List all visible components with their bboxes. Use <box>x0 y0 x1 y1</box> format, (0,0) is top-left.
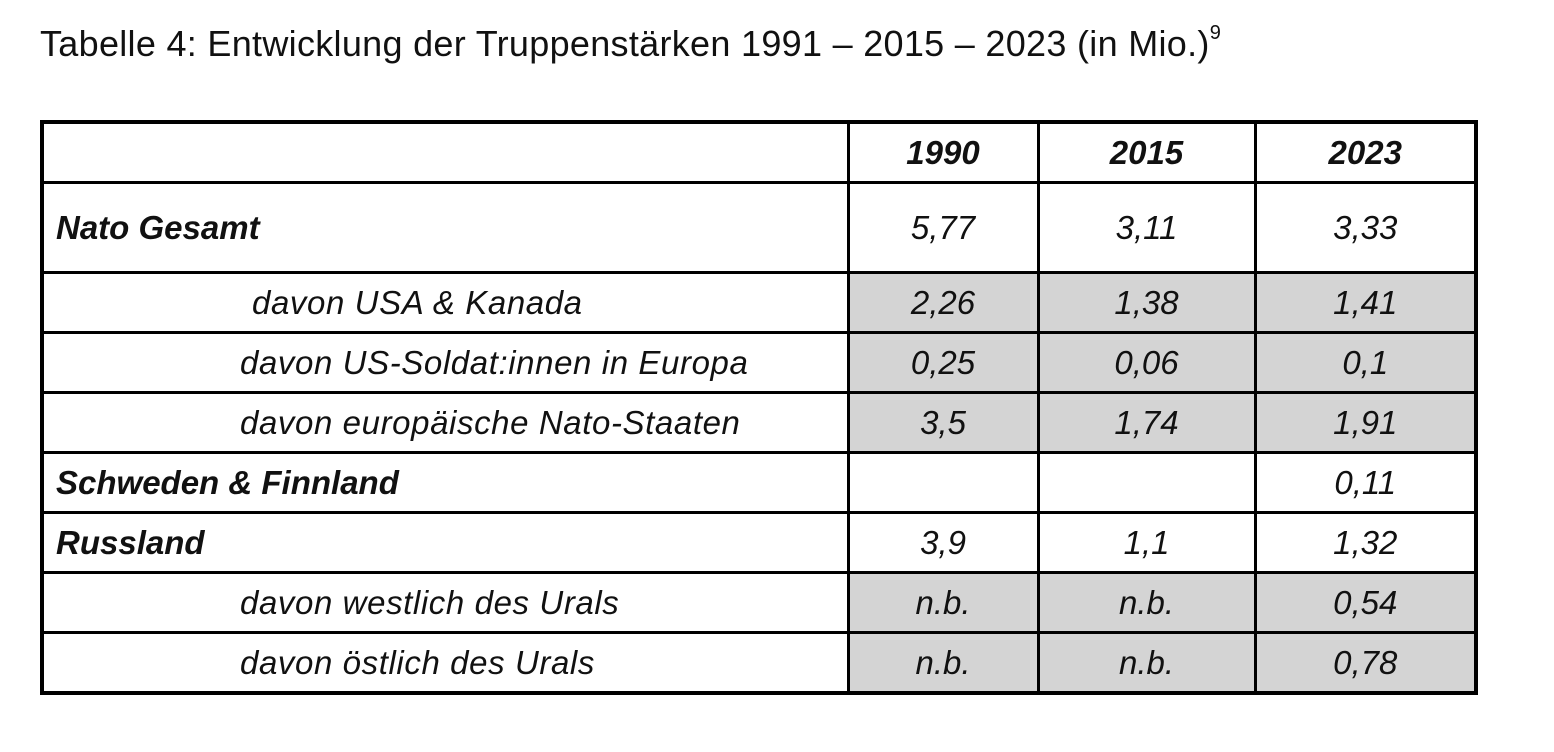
table-row-europaeische-nato-staaten: davon europäische Nato-Staaten 3,5 1,74 … <box>40 391 1478 454</box>
cell-2015 <box>1036 451 1257 514</box>
cell-2015: n.b. <box>1036 571 1257 634</box>
cell-1990: n.b. <box>846 571 1040 634</box>
cell-1990: 0,25 <box>846 331 1040 394</box>
footnote-marker: 9 <box>1209 22 1222 44</box>
troop-strength-table: 1990 2015 2023 Nato Gesamt 5,77 3,11 3,3… <box>40 120 1478 695</box>
cell-1990: 3,9 <box>846 511 1040 574</box>
table-row-westlich-urals: davon westlich des Urals n.b. n.b. 0,54 <box>40 571 1478 634</box>
table-header-row: 1990 2015 2023 <box>40 120 1478 184</box>
cell-2015: 0,06 <box>1036 331 1257 394</box>
cell-2015: n.b. <box>1036 631 1257 695</box>
cell-2023: 1,32 <box>1253 511 1478 574</box>
cell-1990 <box>846 451 1040 514</box>
cell-1990: n.b. <box>846 631 1040 695</box>
caption-text: Tabelle 4: Entwicklung der Truppenstärke… <box>40 23 1210 64</box>
cell-2015: 1,38 <box>1036 271 1257 334</box>
cell-2015: 1,1 <box>1036 511 1257 574</box>
cell-2023: 0,78 <box>1253 631 1478 695</box>
cell-2023: 3,33 <box>1253 181 1478 274</box>
row-label: davon östlich des Urals <box>40 631 850 695</box>
table-caption: Tabelle 4: Entwicklung der Truppenstärke… <box>40 20 1221 68</box>
table-row-oestlich-urals: davon östlich des Urals n.b. n.b. 0,78 <box>40 631 1478 695</box>
table-row-us-soldaten-europa: davon US-Soldat:innen in Europa 0,25 0,0… <box>40 331 1478 394</box>
cell-1990: 2,26 <box>846 271 1040 334</box>
cell-2023: 1,91 <box>1253 391 1478 454</box>
row-label: davon europäische Nato-Staaten <box>40 391 850 454</box>
table-row-schweden-finnland: Schweden & Finnland 0,11 <box>40 451 1478 514</box>
table-row-usa-kanada: davon USA & Kanada 2,26 1,38 1,41 <box>40 271 1478 334</box>
cell-1990: 3,5 <box>846 391 1040 454</box>
cell-2023: 0,54 <box>1253 571 1478 634</box>
header-year-2015: 2015 <box>1036 120 1257 184</box>
cell-2023: 1,41 <box>1253 271 1478 334</box>
row-label: Schweden & Finnland <box>40 451 850 514</box>
header-year-2023: 2023 <box>1253 120 1478 184</box>
row-label: davon westlich des Urals <box>40 571 850 634</box>
row-label: Russland <box>40 511 850 574</box>
cell-2015: 3,11 <box>1036 181 1257 274</box>
cell-2015: 1,74 <box>1036 391 1257 454</box>
cell-2023: 0,11 <box>1253 451 1478 514</box>
table-row-nato-gesamt: Nato Gesamt 5,77 3,11 3,33 <box>40 181 1478 274</box>
header-empty-cell <box>40 120 850 184</box>
row-label: davon US-Soldat:innen in Europa <box>40 331 850 394</box>
header-year-1990: 1990 <box>846 120 1040 184</box>
cell-2023: 0,1 <box>1253 331 1478 394</box>
cell-1990: 5,77 <box>846 181 1040 274</box>
row-label: Nato Gesamt <box>40 181 850 274</box>
row-label: davon USA & Kanada <box>40 271 850 334</box>
table-row-russland: Russland 3,9 1,1 1,32 <box>40 511 1478 574</box>
